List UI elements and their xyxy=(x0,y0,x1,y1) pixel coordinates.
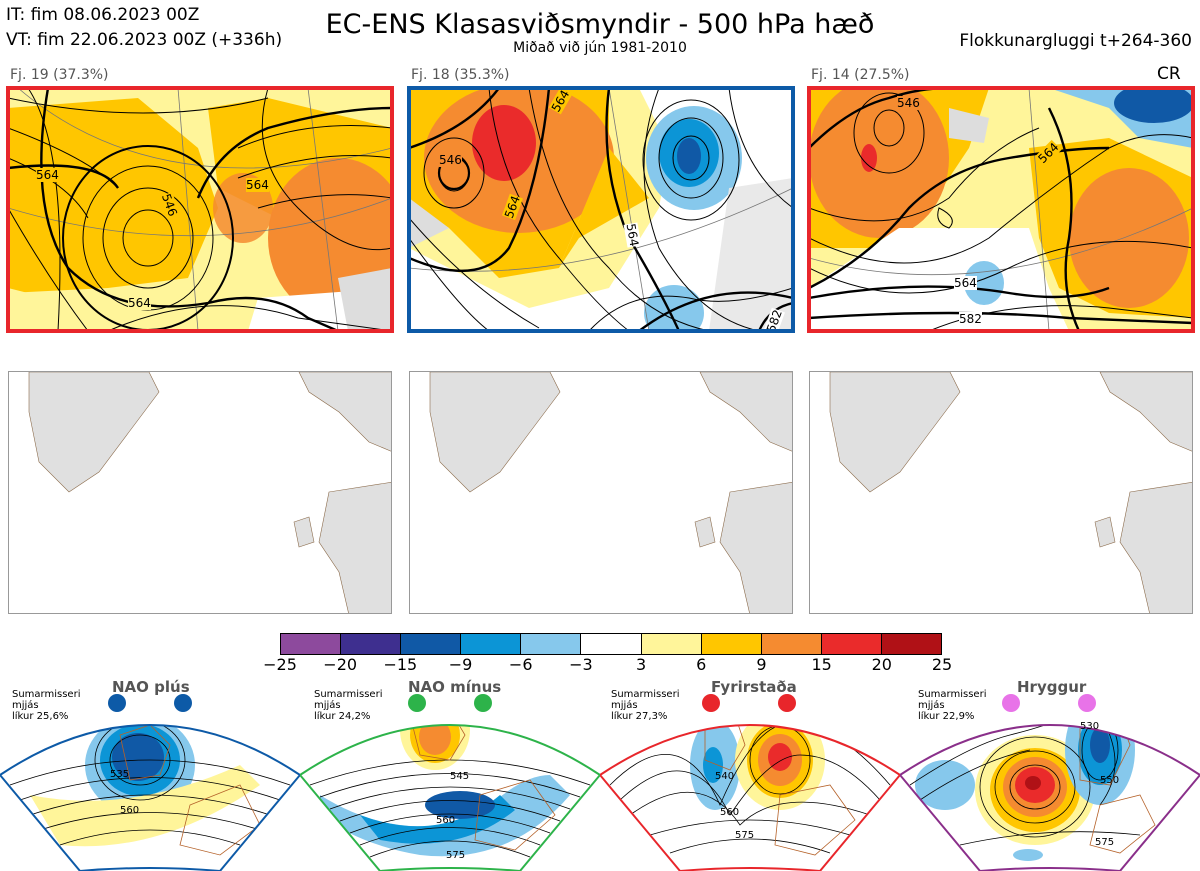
panel-1-label: Fj. 19 (37.3%) xyxy=(10,67,109,83)
classification-window: Flokkunargluggi t+264-360 xyxy=(959,31,1192,51)
colorbar-segment xyxy=(281,634,342,654)
regime-months: mjjás xyxy=(918,700,945,711)
page-subtitle: Miðað við jún 1981-2010 xyxy=(513,40,687,56)
colorbar-tick-label: −20 xyxy=(323,655,358,674)
colorbar-segment xyxy=(521,634,582,654)
contour-label: 540 xyxy=(715,771,735,782)
contour-label: 564 xyxy=(954,276,977,290)
colorbar-tick-label: −6 xyxy=(508,655,533,674)
colorbar xyxy=(280,633,942,655)
regime-name: Fyrirstaða xyxy=(711,678,797,696)
colorbar-segment xyxy=(881,634,942,654)
colorbar-segment xyxy=(761,634,822,654)
init-time: IT: fim 08.06.2023 00Z xyxy=(6,5,200,25)
panel-3-label: Fj. 14 (27.5%) xyxy=(811,67,910,83)
regime-months: mjjás xyxy=(314,700,341,711)
regime-probability: líkur 27,3% xyxy=(611,711,668,722)
panel-2-label: Fj. 18 (35.3%) xyxy=(411,67,510,83)
contour-label: 530 xyxy=(1080,721,1100,732)
colorbar-tick-label: 15 xyxy=(811,655,832,674)
contour-label: 550 xyxy=(1100,775,1120,786)
contour-label: 546 xyxy=(897,96,920,110)
cr-label: CR xyxy=(1157,64,1181,84)
contour-label: 560 xyxy=(436,815,456,826)
colorbar-tick-label: −15 xyxy=(383,655,418,674)
colorbar-segment xyxy=(581,634,642,654)
contour-label: 535 xyxy=(110,769,130,780)
page-title: EC-ENS Klasasviðsmyndir - 500 hPa hæð xyxy=(325,9,875,40)
colorbar-segment xyxy=(461,634,522,654)
contour-label: 582 xyxy=(959,312,982,326)
regime-season: Sumarmisseri xyxy=(918,689,987,700)
valid-time: VT: fim 22.06.2023 00Z (+336h) xyxy=(6,30,283,50)
cluster-map-3: 546 564 564 582 xyxy=(809,88,1193,331)
contour-label: 564 xyxy=(128,296,151,310)
regime-probability: líkur 24,2% xyxy=(314,711,371,722)
colorbar-tick-label: 20 xyxy=(871,655,892,674)
regime-name: NAO plús xyxy=(112,678,190,696)
regime-probability: líkur 25,6% xyxy=(12,711,69,722)
regime-probability: líkur 22,9% xyxy=(918,711,975,722)
colorbar-tick-label: −9 xyxy=(448,655,473,674)
regime-name: NAO mínus xyxy=(408,678,502,696)
contour-label: 564 xyxy=(246,178,269,192)
base-map-1 xyxy=(8,371,392,614)
cluster-map-2: 546 564 564 564 582 xyxy=(409,88,793,331)
colorbar-tick-label: 9 xyxy=(756,655,767,674)
cluster-map-1: 564 546 564 564 xyxy=(8,88,392,331)
base-map-2 xyxy=(409,371,793,614)
contour-label: 560 xyxy=(120,805,140,816)
regime-season: Sumarmisseri xyxy=(611,689,680,700)
contour-label: 546 xyxy=(439,153,462,167)
contour-label: 564 xyxy=(36,168,59,182)
colorbar-tick-label: −25 xyxy=(263,655,297,674)
contour-label: 575 xyxy=(735,830,755,841)
regime-blocking: Fyrirstaða Sumarmisseri mjjás líkur 27,3… xyxy=(600,675,900,871)
colorbar-tick-label: 25 xyxy=(931,655,953,674)
regime-season: Sumarmisseri xyxy=(314,689,383,700)
colorbar-tick-label: −3 xyxy=(569,655,593,674)
colorbar-tick-label: 6 xyxy=(696,655,707,674)
contour-label: 560 xyxy=(720,807,740,818)
colorbar-segment xyxy=(341,634,402,654)
regime-name: Hryggur xyxy=(1017,678,1087,696)
colorbar-segment xyxy=(821,634,882,654)
regime-months: mjjás xyxy=(12,700,39,711)
contour-label: 575 xyxy=(446,850,466,861)
colorbar-tick-label: 3 xyxy=(635,655,647,674)
base-map-3 xyxy=(809,371,1193,614)
regime-season: Sumarmisseri xyxy=(12,689,81,700)
colorbar-segment xyxy=(401,634,462,654)
contour-label: 575 xyxy=(1095,837,1115,848)
regime-nao-plus: NAO plús Sumarmisseri mjjás líkur 25,6% … xyxy=(0,675,300,871)
regime-nao-minus: NAO mínus Sumarmisseri mjjás líkur 24,2%… xyxy=(300,675,600,871)
colorbar-segment xyxy=(641,634,702,654)
regime-ridge: Hryggur Sumarmisseri mjjás líkur 22,9% 5… xyxy=(900,675,1200,871)
regime-months: mjjás xyxy=(611,700,638,711)
colorbar-segment xyxy=(701,634,762,654)
contour-label: 545 xyxy=(450,771,470,782)
